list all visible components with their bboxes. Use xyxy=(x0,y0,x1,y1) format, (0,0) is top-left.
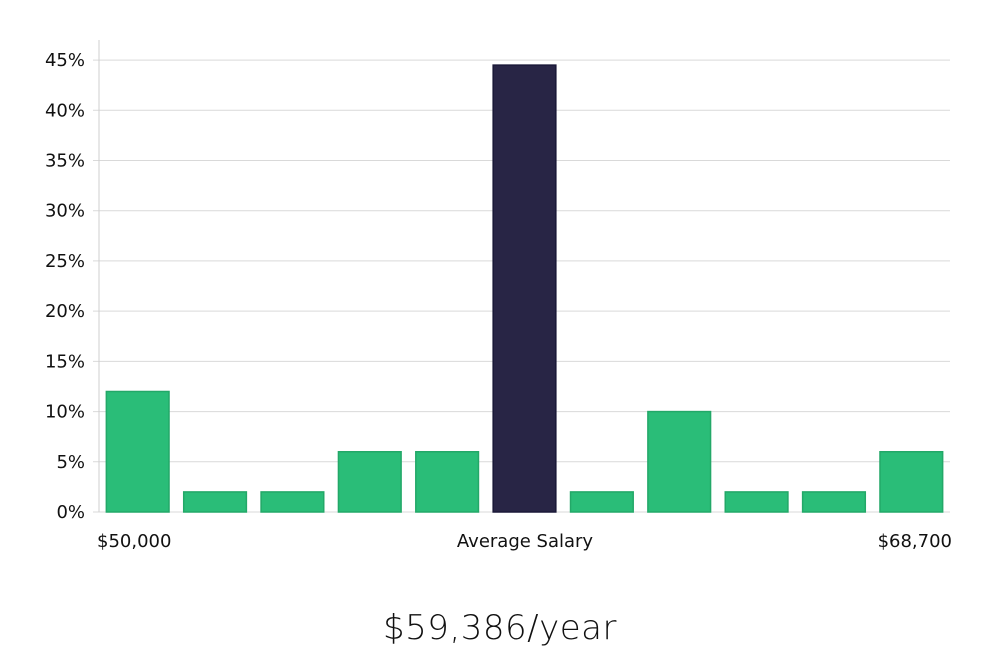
bar xyxy=(337,450,402,513)
bar xyxy=(105,390,170,513)
bar xyxy=(415,450,480,513)
y-tick-label: 25% xyxy=(45,251,85,272)
bar xyxy=(801,491,867,513)
y-axis-ticks: 0% 5% 10% 15% 20% 25% 30% 35% 40% 45% xyxy=(45,50,85,523)
x-label-max: $68,700 xyxy=(878,531,952,552)
salary-histogram-chart: 0% 5% 10% 15% 20% 25% 30% 35% 40% 45% $50,000 Ave… xyxy=(45,40,952,552)
y-tick-label: 20% xyxy=(45,301,85,322)
bar xyxy=(879,450,944,513)
y-tick-label: 40% xyxy=(45,100,85,121)
bar xyxy=(182,491,248,513)
x-label-center: Average Salary xyxy=(457,531,594,552)
y-tick-label: 10% xyxy=(45,402,85,423)
bar-average-salary xyxy=(492,64,557,513)
y-tick-label: 45% xyxy=(45,50,85,71)
bar xyxy=(724,491,789,513)
bar xyxy=(647,410,712,513)
y-tick-label: 35% xyxy=(45,151,85,172)
y-tick-label: 5% xyxy=(56,452,85,473)
y-tick-label: 30% xyxy=(45,201,85,222)
y-tick-label: 15% xyxy=(45,351,85,372)
y-tick-label: 0% xyxy=(56,502,85,523)
x-label-min: $50,000 xyxy=(97,531,171,552)
bar xyxy=(569,491,634,513)
bar xyxy=(260,491,325,513)
average-salary-headline: $59,386/year xyxy=(383,608,617,648)
bars xyxy=(105,64,944,513)
